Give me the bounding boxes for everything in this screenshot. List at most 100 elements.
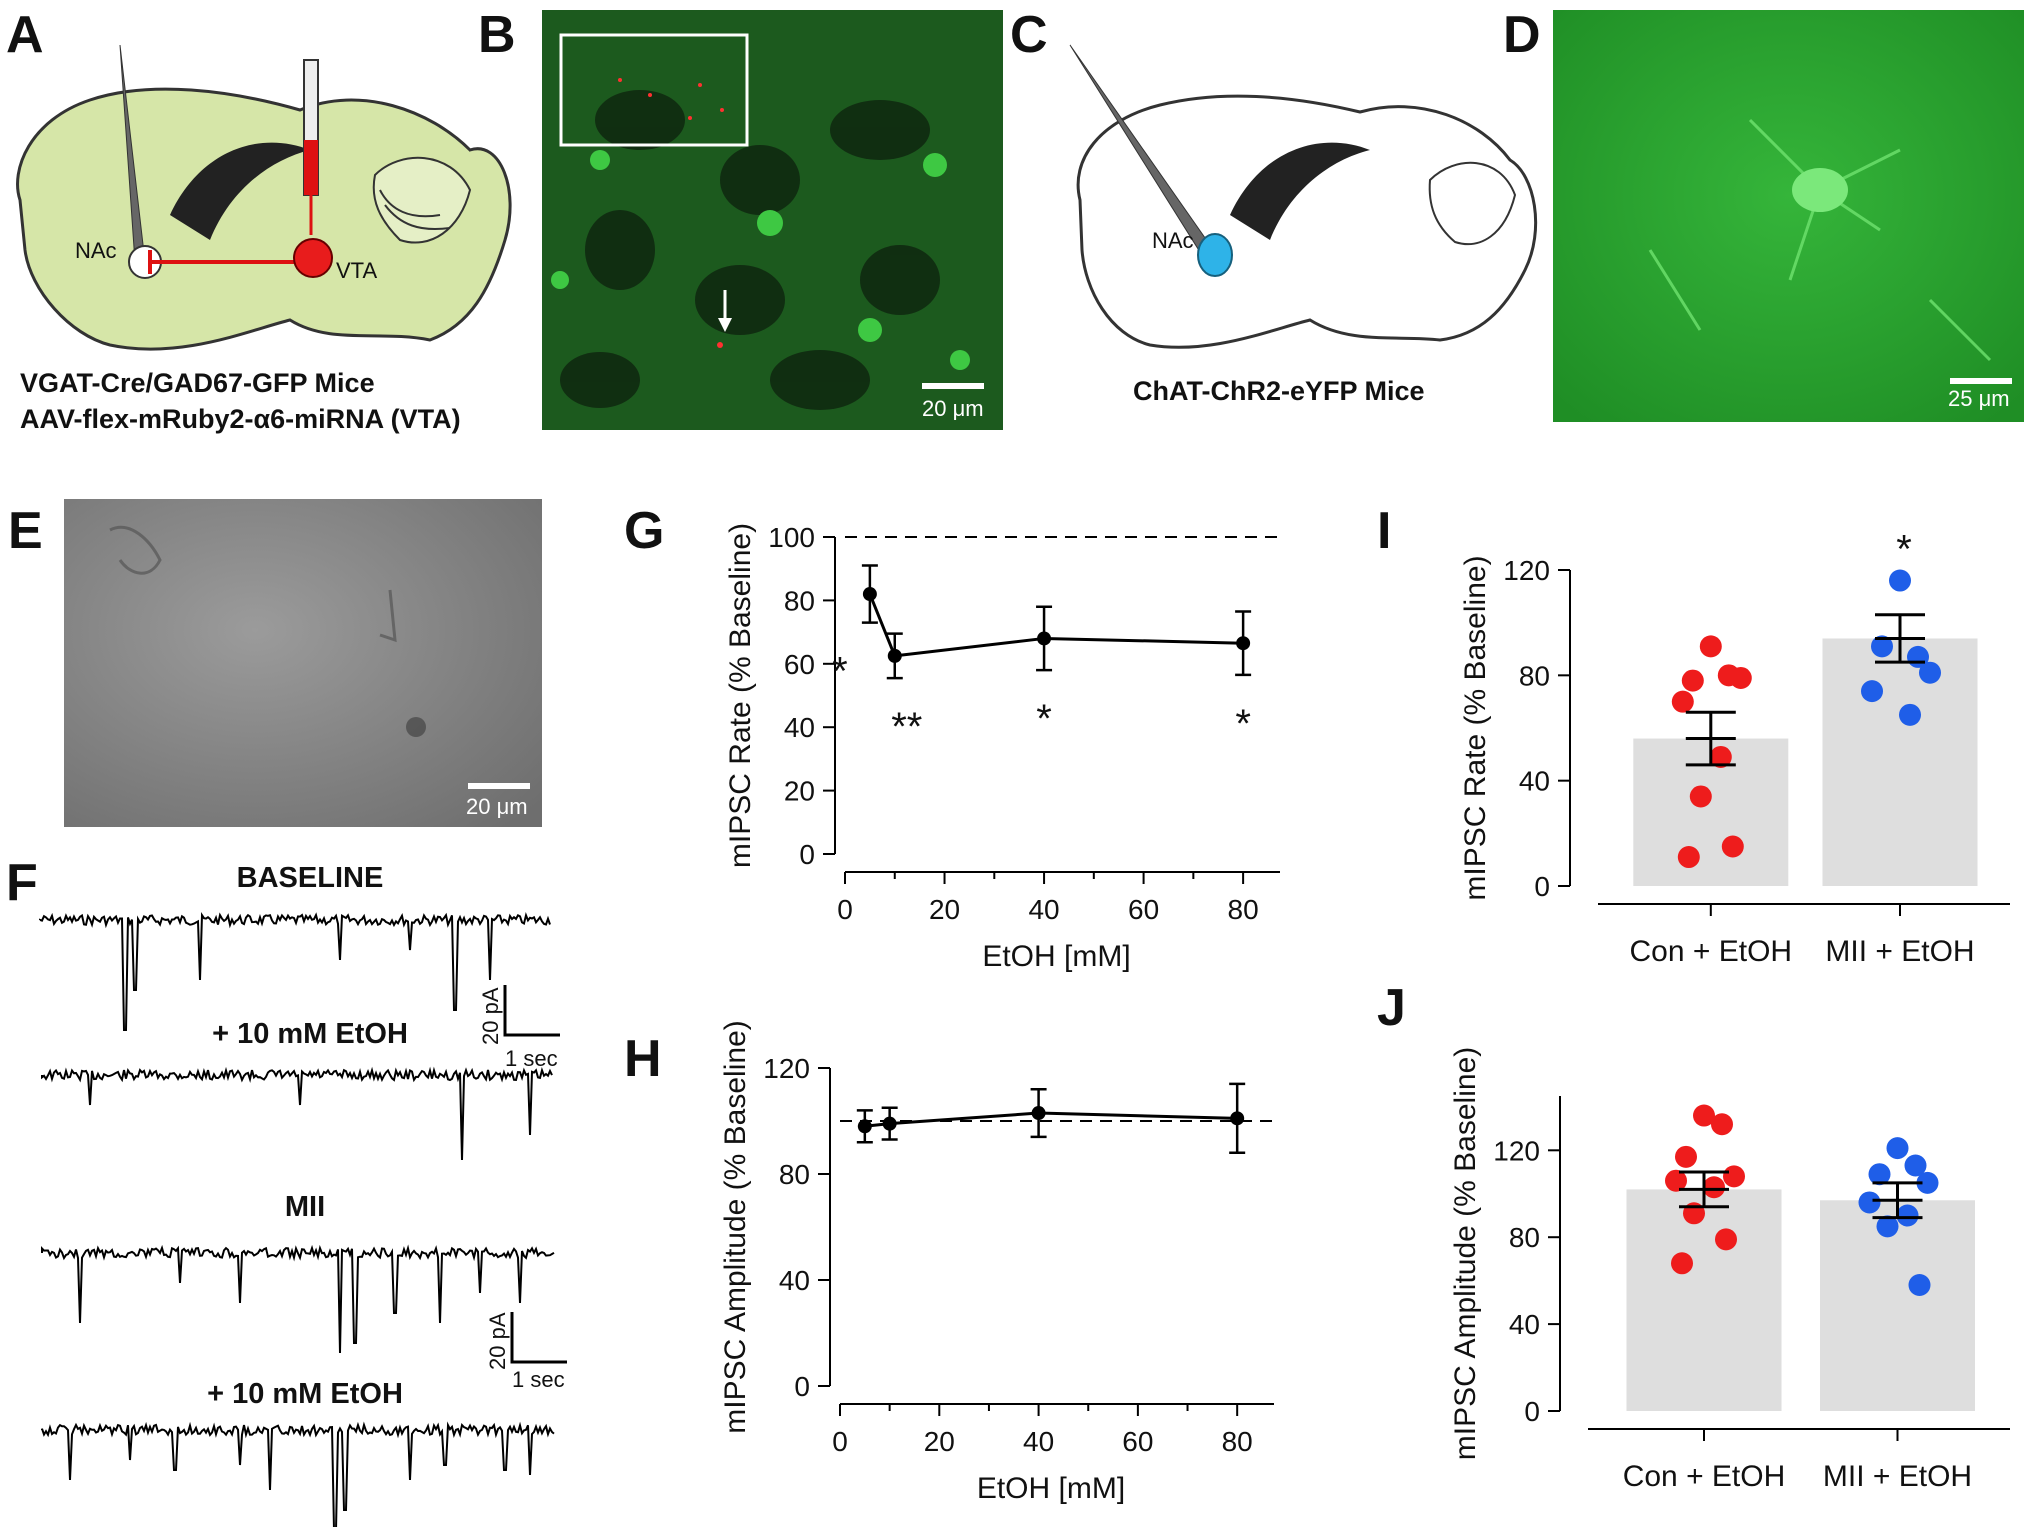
- data-point: [1037, 631, 1052, 646]
- y-tick-label: 120: [1493, 1135, 1540, 1166]
- panel-label-g: G: [624, 502, 664, 560]
- scalebar-b: [922, 383, 984, 389]
- data-point: [1908, 1274, 1931, 1296]
- x-axis-label: EtOH [mM]: [982, 940, 1130, 973]
- data-point: [1871, 635, 1893, 658]
- panel-label-j: J: [1377, 979, 1406, 1037]
- data-point: [862, 587, 877, 602]
- y-tick-label: 60: [784, 649, 815, 680]
- x-tick-label: 20: [924, 1426, 955, 1457]
- trace-label-etoh-1: + 10 mM EtOH: [212, 1018, 408, 1050]
- y-tick-label: 40: [1509, 1309, 1540, 1340]
- vta-injection-site: [293, 238, 333, 278]
- region-label-nac-c: NAc: [1152, 228, 1194, 253]
- significance-marker: *: [1036, 697, 1052, 741]
- chart-i: 0 40 80 120 mIPSC Rate (% Baseline) Con + EtO…: [1459, 528, 2010, 968]
- series-line: [864, 1111, 1238, 1128]
- scalebar-f-1-time: 1 sec: [505, 1046, 558, 1071]
- panel-d: D 25 μm: [1503, 6, 2024, 422]
- bar: [1626, 1189, 1782, 1411]
- scalebar-d-label: 25 μm: [1948, 386, 2010, 411]
- y-tick-label: 100: [768, 522, 815, 553]
- y-tick-label: 0: [1534, 871, 1550, 902]
- y-tick-label: 0: [1524, 1396, 1540, 1427]
- panel-f: F BASELINE + 10 mM EtOH MII + 10 mM EtOH…: [6, 854, 567, 1527]
- scalebar-e-label: 20 μm: [466, 794, 528, 819]
- trace-label-baseline: BASELINE: [237, 862, 384, 894]
- data-point: [1675, 1145, 1697, 1168]
- data-point: [1916, 1171, 1939, 1194]
- y-axis-label: mIPSC Rate (% Baseline): [724, 523, 757, 868]
- y-tick-label: 40: [1519, 766, 1550, 797]
- nac-site-c: [1197, 233, 1233, 277]
- scalebar-f-2-pa: 20 pA: [485, 1312, 510, 1370]
- cerebellum-shape: [372, 156, 472, 244]
- significance-marker: *: [832, 650, 848, 694]
- x-tick-label: 0: [832, 1426, 848, 1457]
- data-point: [1711, 1113, 1733, 1136]
- scalebar-f-2: [510, 1312, 567, 1364]
- data-point: [1886, 1137, 1909, 1160]
- x-tick-label: 20: [929, 894, 960, 925]
- data-point: [1703, 1176, 1725, 1199]
- data-point: [1681, 669, 1704, 692]
- x-category-label: MII + EtOH: [1825, 935, 1974, 968]
- panel-a-caption-1: VGAT-Cre/GAD67-GFP Mice: [20, 368, 375, 398]
- panel-c: C NAc ChAT-ChR2-eYFP Mice: [1010, 6, 1538, 406]
- panel-label-a: A: [6, 6, 44, 64]
- x-tick-label: 0: [837, 894, 853, 925]
- bar: [1820, 1200, 1975, 1411]
- y-tick-label: 80: [779, 1159, 810, 1190]
- data-point: [1709, 745, 1732, 768]
- x-tick-label: 40: [1023, 1426, 1054, 1457]
- inset-box: [559, 33, 749, 147]
- y-tick-label: 80: [784, 585, 815, 616]
- x-tick-label: 60: [1128, 894, 1159, 925]
- scalebar-f-2-time: 1 sec: [512, 1367, 565, 1392]
- data-point: [1693, 1104, 1715, 1127]
- y-axis-label: mIPSC Amplitude (% Baseline): [1449, 1047, 1482, 1461]
- data-point: [1723, 1165, 1745, 1188]
- panel-g: G 0 20 40 60 80 100 0 20 40 60 80 EtOH [mM] mIPSC Ra…: [624, 502, 1280, 973]
- x-tick-label: 40: [1028, 894, 1059, 925]
- micrograph-e: [64, 499, 542, 827]
- x-tick-label: 60: [1122, 1426, 1153, 1457]
- y-tick-label: 120: [763, 1053, 810, 1084]
- y-tick-label: 40: [784, 712, 815, 743]
- brain-sagittal-a: [16, 87, 512, 351]
- panel-a-caption-2: AAV-flex-mRuby2-α6-miRNA (VTA): [20, 404, 461, 434]
- x-axis-label: EtOH [mM]: [977, 1472, 1125, 1505]
- y-tick-label: 0: [799, 839, 815, 870]
- data-point: [1896, 1204, 1919, 1227]
- data-point: [1858, 1191, 1881, 1214]
- trace-label-etoh-2: + 10 mM EtOH: [207, 1378, 403, 1410]
- scalebar-b-label: 20 μm: [922, 396, 984, 421]
- x-category-label: MII + EtOH: [1823, 1460, 1972, 1493]
- scalebar-e: [468, 783, 530, 789]
- x-category-label: Con + EtOH: [1623, 1460, 1786, 1493]
- neuron-cell-body: [1792, 168, 1848, 212]
- panel-j: J 0 40 80 120 mIPSC Amplitude (% Baseline) Co…: [1377, 979, 2010, 1493]
- data-point: [1876, 1215, 1899, 1238]
- data-point: [1671, 1252, 1693, 1275]
- chart-h: 0 40 80 120 0 20 40 60 80 EtOH [mM] mIPSC Amplitud…: [719, 1020, 1274, 1505]
- panel-label-f: F: [6, 854, 38, 912]
- brain-sagittal-c: [1076, 94, 1538, 349]
- current-trace-baseline: [39, 911, 551, 1031]
- data-point: [1868, 1163, 1891, 1186]
- region-label-vta: VTA: [336, 258, 377, 283]
- data-point: [1904, 1154, 1927, 1177]
- y-tick-label: 80: [1509, 1222, 1540, 1253]
- y-tick-label: 0: [794, 1371, 810, 1402]
- data-point: [1715, 1228, 1737, 1251]
- data-point: [1677, 846, 1700, 869]
- y-tick-label: 40: [779, 1265, 810, 1296]
- chart-g: 0 20 40 60 80 100 0 20 40 60 80 EtOH [mM] mIPSC Rate…: [724, 522, 1280, 973]
- data-point: [1721, 835, 1744, 858]
- panel-label-b: B: [478, 6, 516, 64]
- data-point: [887, 648, 902, 663]
- region-label-nac: NAc: [75, 238, 117, 263]
- bar: [1822, 638, 1978, 886]
- data-point: [1671, 690, 1694, 713]
